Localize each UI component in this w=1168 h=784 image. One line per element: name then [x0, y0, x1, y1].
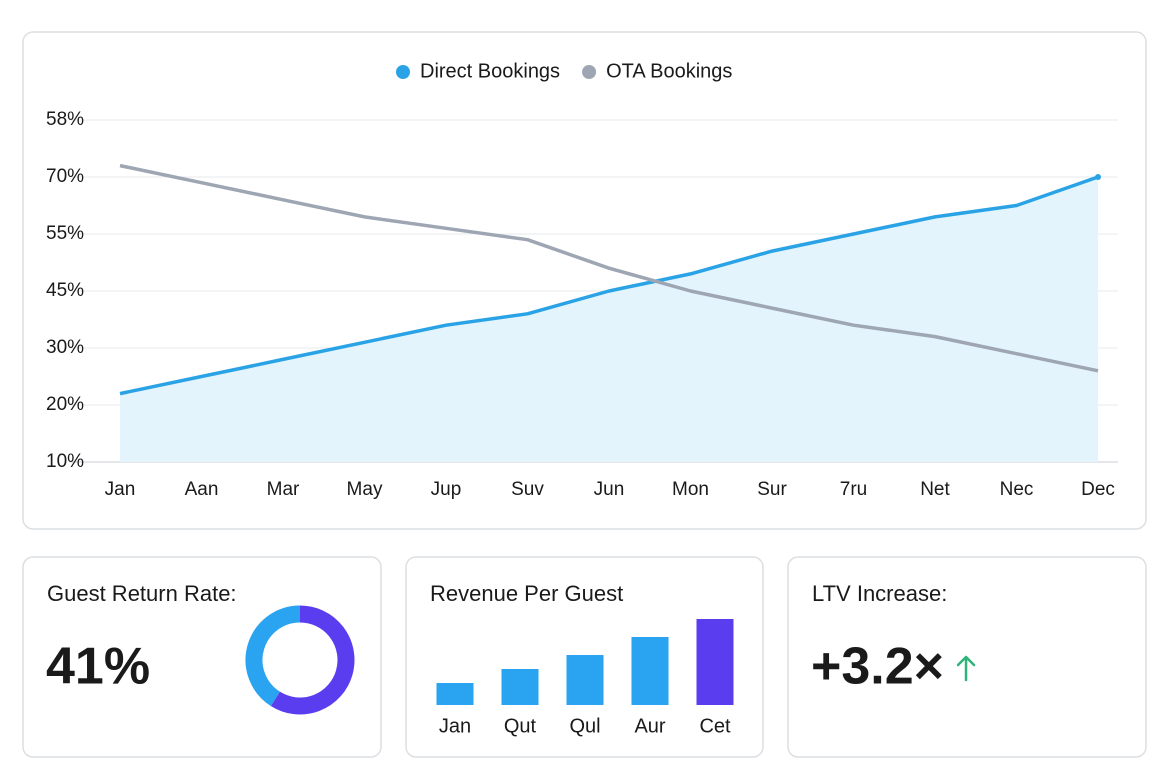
donut-share [245, 605, 301, 707]
x-tick-label: Qul [569, 715, 600, 737]
card-title: LTV Increase: [812, 581, 947, 606]
bar [696, 619, 734, 705]
x-tick-label: Mar [267, 479, 300, 500]
card-title: Guest Return Rate: [47, 581, 237, 606]
x-tick-label: Suv [511, 479, 544, 500]
donut-rest [270, 605, 355, 715]
legend-marker [396, 65, 410, 79]
x-tick-label: Jup [431, 479, 462, 500]
legend-label: Direct Bookings [420, 60, 560, 82]
kpi-value: +3.2× [811, 638, 944, 696]
card-title: Revenue Per Guest [430, 581, 623, 606]
y-tick-label: 58% [46, 109, 84, 130]
x-tick-label: Sur [757, 479, 787, 500]
x-tick-label: May [347, 479, 383, 500]
series-line [119, 163, 1099, 373]
area [120, 177, 1098, 462]
bar [566, 655, 604, 705]
x-tick-label: Cet [699, 715, 731, 737]
legend-label: OTA Bookings [606, 60, 732, 82]
bar [436, 683, 474, 705]
y-tick-label: 10% [46, 451, 84, 472]
end-point [1095, 174, 1101, 180]
x-tick-label: Nec [1000, 479, 1034, 500]
x-tick-label: Qut [504, 715, 537, 737]
y-tick-label: 70% [46, 166, 84, 187]
x-tick-label: Net [920, 479, 950, 500]
y-tick-label: 30% [46, 337, 84, 358]
trend-arrow [956, 655, 976, 682]
bar [501, 669, 539, 705]
kpi-value: 41% [46, 638, 150, 696]
y-tick-label: 20% [46, 394, 84, 415]
x-tick-label: Jan [105, 479, 136, 500]
x-tick-label: Aur [634, 715, 665, 737]
x-tick-label: Jan [439, 715, 471, 737]
x-tick-label: Dec [1081, 479, 1115, 500]
x-tick-label: Aan [185, 479, 219, 500]
y-tick-label: 45% [46, 280, 84, 301]
x-tick-label: Jun [594, 479, 625, 500]
x-tick-label: 7ru [840, 479, 867, 500]
y-tick-label: 55% [46, 223, 84, 244]
chart-layer: 10% 20% 30% 45% 55% 70% 58% Jan Aan Mar May Jup Suv J… [46, 60, 1118, 737]
series-line [119, 175, 1099, 396]
x-tick-label: Mon [672, 479, 709, 500]
bar [631, 637, 669, 705]
legend-marker [582, 65, 597, 79]
